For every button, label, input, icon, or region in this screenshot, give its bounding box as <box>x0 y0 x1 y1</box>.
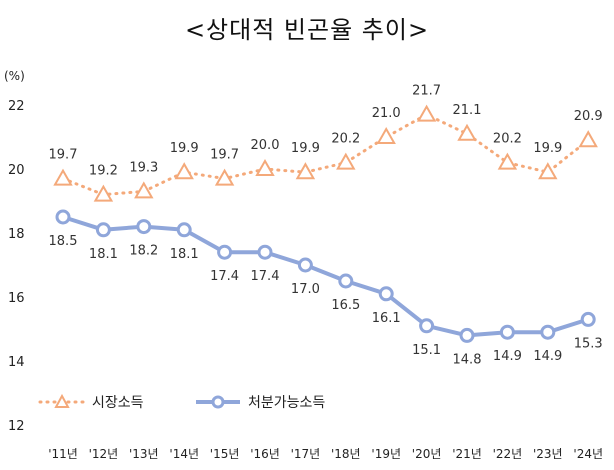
data-label-market-income: 19.9 <box>291 141 320 156</box>
x-tick-label: '12년 <box>89 447 119 461</box>
x-tick-label: '21년 <box>452 447 482 461</box>
point-marker-disposable-income <box>459 327 475 343</box>
data-label-disposable-income: 18.5 <box>49 234 78 249</box>
point-marker-disposable-income <box>297 257 313 273</box>
x-tick-label: '19년 <box>371 447 401 461</box>
x-tick-label: '22년 <box>493 447 523 461</box>
point-marker-disposable-income <box>338 273 354 289</box>
data-label-market-income: 21.7 <box>412 84 441 99</box>
x-tick-label: '20년 <box>412 447 442 461</box>
point-marker-disposable-income <box>55 209 71 225</box>
point-marker-market-income <box>457 123 477 141</box>
point-marker-disposable-income <box>378 286 394 302</box>
data-label-disposable-income: 16.1 <box>372 311 401 326</box>
x-tick-label: '14년 <box>169 447 199 461</box>
data-label-disposable-income: 18.1 <box>170 247 199 262</box>
y-tick-label: 14 <box>8 355 25 370</box>
data-label-disposable-income: 17.0 <box>291 282 320 297</box>
legend-label-disposable-income: 처분가능소득 <box>248 395 325 411</box>
point-marker-market-income <box>134 181 154 199</box>
point-marker-market-income <box>255 158 275 176</box>
x-tick-label: '13년 <box>129 447 159 461</box>
chart-title: <상대적 빈곤율 추이> <box>184 16 430 44</box>
data-label-market-income: 20.0 <box>251 138 280 153</box>
data-label-disposable-income: 16.5 <box>331 298 360 313</box>
data-label-market-income: 19.7 <box>49 148 78 163</box>
point-marker-market-income <box>376 126 396 144</box>
y-tick-label: 20 <box>8 163 25 178</box>
x-tick-label: '15년 <box>210 447 240 461</box>
legend-label-market-income: 시장소득 <box>92 395 144 411</box>
data-label-market-income: 20.9 <box>574 109 603 124</box>
x-tick-label: '11년 <box>48 447 78 461</box>
point-marker-market-income <box>538 162 558 180</box>
data-label-disposable-income: 18.1 <box>89 247 118 262</box>
data-label-market-income: 20.2 <box>331 132 360 147</box>
data-label-market-income: 19.7 <box>210 148 239 163</box>
point-marker-market-income <box>174 162 194 180</box>
y-axis-unit: (%) <box>4 69 25 83</box>
point-marker-market-income <box>578 130 598 148</box>
x-tick-label: '24년 <box>573 447 603 461</box>
data-label-disposable-income: 14.8 <box>453 352 482 367</box>
legend-marker-market-income <box>54 393 70 408</box>
data-label-disposable-income: 15.1 <box>412 343 441 358</box>
data-label-market-income: 19.9 <box>533 141 562 156</box>
x-tick-label: '18년 <box>331 447 361 461</box>
point-marker-disposable-income <box>499 324 515 340</box>
point-marker-market-income <box>336 152 356 170</box>
series-line-disposable-income <box>61 215 591 338</box>
data-label-disposable-income: 15.3 <box>574 336 603 351</box>
point-marker-disposable-income <box>217 244 233 260</box>
point-marker-market-income <box>416 104 437 122</box>
point-marker-market-income <box>295 162 316 180</box>
y-tick-label: 18 <box>8 227 25 242</box>
point-marker-disposable-income <box>95 222 111 238</box>
data-label-market-income: 19.9 <box>170 141 199 156</box>
point-marker-disposable-income <box>540 324 556 340</box>
x-tick-label: '16년 <box>250 447 280 461</box>
legend-marker-disposable-income <box>211 395 225 409</box>
data-label-disposable-income: 17.4 <box>251 269 280 284</box>
y-tick-label: 12 <box>8 419 25 434</box>
series-line-market-income <box>61 112 590 197</box>
data-label-market-income: 21.0 <box>372 106 401 121</box>
x-tick-label: '17년 <box>291 447 321 461</box>
y-tick-label: 16 <box>8 291 25 306</box>
x-tick-label: '23년 <box>533 447 563 461</box>
data-label-disposable-income: 17.4 <box>210 269 239 284</box>
point-marker-market-income <box>93 184 114 202</box>
data-label-disposable-income: 14.9 <box>533 349 562 364</box>
data-label-market-income: 19.3 <box>129 160 158 175</box>
point-marker-market-income <box>214 168 235 186</box>
data-label-disposable-income: 18.2 <box>129 244 158 259</box>
y-tick-label: 22 <box>8 99 25 114</box>
point-marker-disposable-income <box>136 219 152 235</box>
data-label-market-income: 20.2 <box>493 132 522 147</box>
point-marker-disposable-income <box>176 222 192 238</box>
point-marker-disposable-income <box>257 244 273 260</box>
data-label-market-income: 21.1 <box>453 103 482 118</box>
data-label-disposable-income: 14.9 <box>493 349 522 364</box>
point-marker-disposable-income <box>580 311 596 327</box>
point-marker-disposable-income <box>419 318 435 334</box>
data-label-market-income: 19.2 <box>89 164 118 179</box>
point-marker-market-income <box>53 168 73 186</box>
point-marker-market-income <box>497 152 518 170</box>
